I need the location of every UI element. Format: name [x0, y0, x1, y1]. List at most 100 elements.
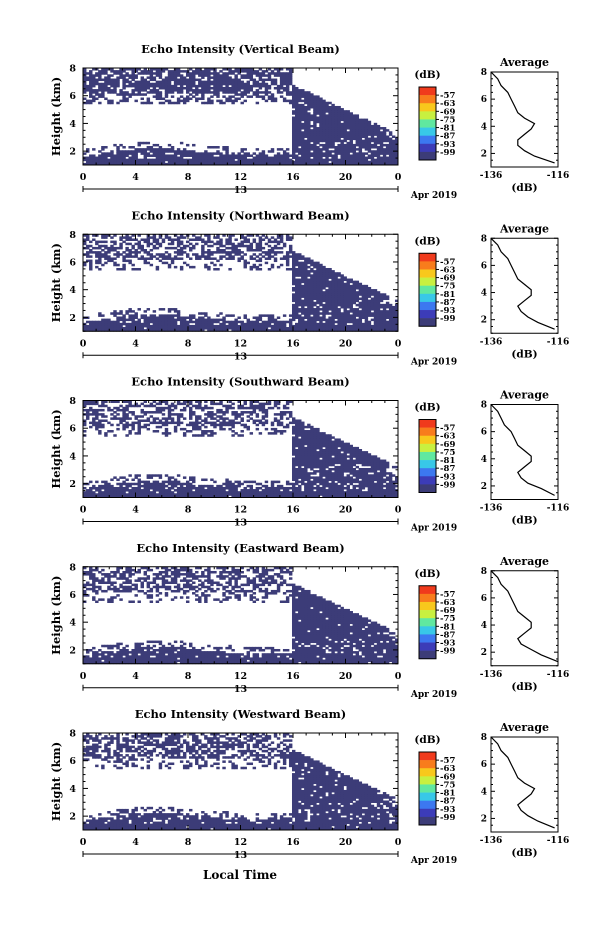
- heatmap-cell: [295, 89, 299, 92]
- heatmap-cell: [192, 314, 196, 317]
- heatmap-cell: [161, 257, 166, 260]
- heatmap-cell: [246, 89, 250, 92]
- heatmap-cell: [146, 257, 151, 260]
- heatmap-cell: [234, 68, 238, 71]
- heatmap-cell: [237, 97, 241, 101]
- heatmap-cell: [101, 72, 105, 75]
- heatmap-cell: [352, 152, 356, 155]
- heatmap-cell: [285, 261, 290, 265]
- heatmap-cell: [361, 284, 366, 288]
- heatmap-cell: [385, 148, 390, 151]
- heatmap-cell: [391, 308, 396, 311]
- heatmap-cell: [373, 154, 378, 157]
- heatmap-cell: [370, 162, 375, 166]
- heatmap-cell: [213, 146, 217, 149]
- heatmap-cell: [219, 489, 223, 492]
- heatmap-cell: [225, 240, 229, 244]
- heatmap-cell: [137, 484, 141, 488]
- heatmap-cell: [143, 404, 148, 408]
- heatmap-cell: [125, 255, 129, 258]
- heatmap-cell: [152, 72, 157, 75]
- heatmap-cell: [367, 137, 372, 141]
- heatmap-cell: [140, 150, 144, 153]
- heatmap-cell: [388, 308, 393, 311]
- heatmap-cell: [385, 152, 390, 155]
- heatmap-cell: [376, 160, 381, 164]
- heatmap-cell: [301, 257, 305, 260]
- heatmap-cell: [225, 411, 229, 414]
- heatmap-cell: [234, 244, 238, 248]
- heatmap-cell: [295, 255, 299, 258]
- y-tick-label: 4: [69, 119, 76, 130]
- heatmap-cell: [252, 80, 257, 84]
- heatmap-cell: [291, 143, 296, 147]
- heatmap-cell: [213, 263, 217, 267]
- heatmap-cell: [137, 150, 141, 153]
- heatmap-cell: [319, 160, 323, 164]
- heatmap-cell: [195, 324, 199, 328]
- heatmap-cell: [252, 253, 257, 256]
- heatmap-cell: [113, 162, 117, 166]
- heatmap-cell: [358, 160, 363, 164]
- heatmap-cell: [282, 76, 287, 79]
- heatmap-cell: [149, 72, 154, 75]
- heatmap-cell: [119, 491, 123, 494]
- heatmap-cell: [207, 152, 211, 155]
- heatmap-cell: [110, 150, 114, 153]
- heatmap-cell: [234, 253, 238, 256]
- heatmap-cell: [122, 408, 126, 412]
- heatmap-cell: [189, 316, 193, 319]
- heatmap-cell: [328, 297, 332, 301]
- heatmap-cell: [195, 491, 199, 494]
- heatmap-cell: [161, 238, 166, 241]
- heatmap-cell: [291, 154, 296, 157]
- heatmap-cell: [113, 486, 117, 490]
- heatmap-cell: [319, 303, 323, 307]
- heatmap-cell: [304, 133, 308, 136]
- heatmap-cell: [322, 314, 326, 317]
- heatmap-cell: [134, 76, 138, 79]
- heatmap-cell: [140, 425, 144, 429]
- heatmap-cell: [98, 162, 102, 166]
- heatmap-cell: [195, 421, 199, 425]
- heatmap-cell: [207, 267, 211, 271]
- heatmap-cell: [295, 316, 299, 319]
- heatmap-cell: [146, 480, 151, 484]
- heatmap-cell: [98, 495, 102, 498]
- heatmap-cell: [198, 89, 202, 92]
- heatmap-cell: [104, 158, 108, 162]
- heatmap-cell: [158, 324, 163, 328]
- heatmap-cell: [334, 120, 338, 124]
- heatmap-cell: [192, 152, 196, 155]
- heatmap-cell: [89, 322, 93, 326]
- heatmap-cell: [149, 146, 154, 149]
- heatmap-cell: [89, 251, 93, 254]
- heatmap-cell: [146, 404, 151, 408]
- heatmap-cell: [291, 308, 296, 311]
- heatmap-cell: [222, 413, 226, 416]
- heatmap-cell: [198, 236, 202, 239]
- heatmap-cell: [173, 406, 178, 410]
- heatmap-cell: [140, 244, 144, 248]
- heatmap-cell: [125, 486, 129, 490]
- heatmap-cell: [340, 320, 344, 324]
- colorbar-tick-label: -75: [440, 282, 455, 292]
- heatmap-cell: [86, 158, 90, 162]
- heatmap-cell: [385, 156, 390, 160]
- heatmap-cell: [243, 265, 247, 269]
- heatmap-cell: [152, 493, 157, 496]
- heatmap-cell: [137, 141, 141, 145]
- heatmap-cell: [179, 408, 184, 412]
- heatmap-cell: [201, 322, 205, 326]
- heatmap-cell: [173, 84, 178, 88]
- heatmap-cell: [152, 322, 157, 326]
- heatmap-cell: [252, 327, 257, 330]
- heatmap-cell: [252, 84, 257, 88]
- heatmap-cell: [204, 404, 208, 408]
- heatmap-cell: [161, 78, 166, 82]
- heatmap-cell: [116, 408, 120, 412]
- heatmap-cell: [270, 263, 275, 267]
- heatmap-cell: [228, 238, 232, 241]
- heatmap-cell: [170, 308, 175, 311]
- heatmap-cell: [298, 257, 302, 260]
